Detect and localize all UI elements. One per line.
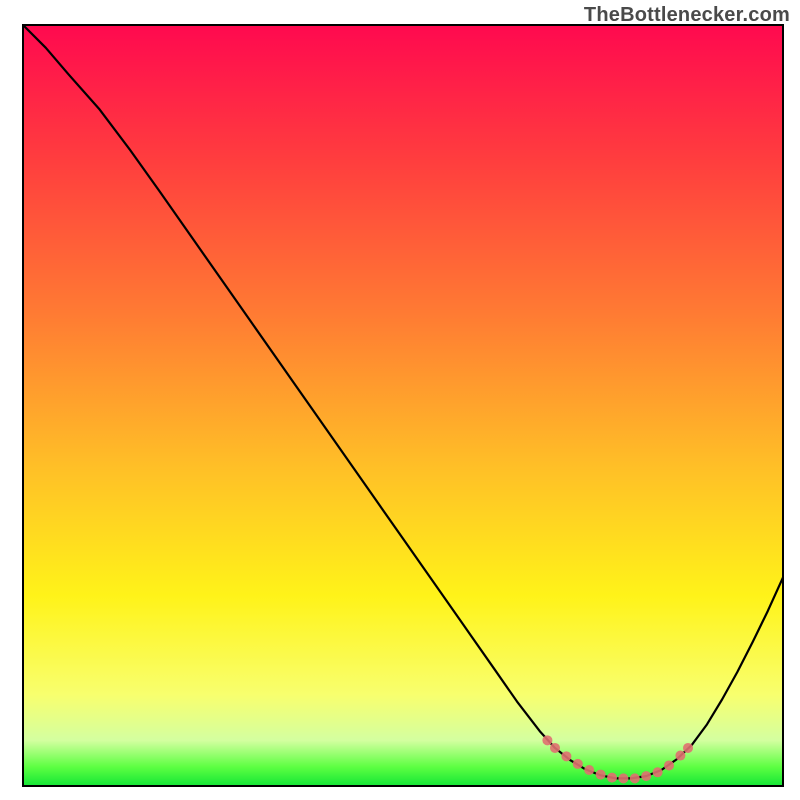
sweet-spot-marker <box>607 773 617 783</box>
sweet-spot-marker <box>675 751 685 761</box>
watermark-text: TheBottlenecker.com <box>584 4 790 27</box>
sweet-spot-marker <box>664 760 674 770</box>
sweet-spot-marker <box>683 743 693 753</box>
sweet-spot-marker <box>573 759 583 769</box>
sweet-spot-marker <box>641 771 651 781</box>
sweet-spot-marker <box>542 735 552 745</box>
sweet-spot-marker <box>584 765 594 775</box>
sweet-spot-marker <box>561 751 571 761</box>
sweet-spot-marker <box>550 743 560 753</box>
sweet-spot-marker <box>653 767 663 777</box>
sweet-spot-marker <box>630 773 640 783</box>
sweet-spot-marker <box>596 770 606 780</box>
sweet-spot-marker <box>618 773 628 783</box>
bottleneck-chart <box>0 0 800 800</box>
heatmap-background <box>23 25 783 786</box>
